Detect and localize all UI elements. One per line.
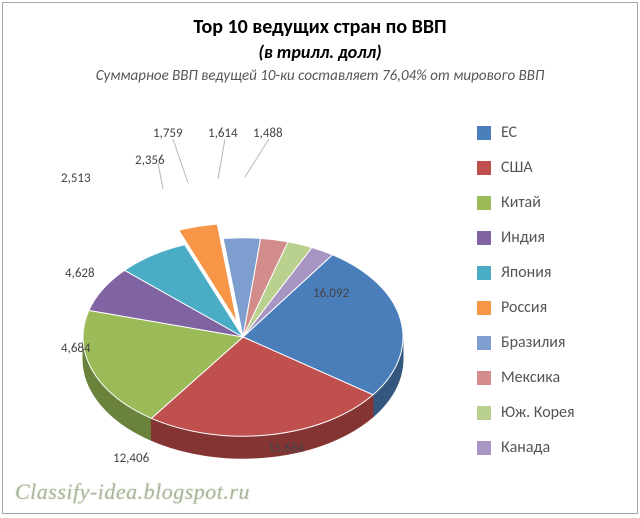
legend-label: Бразилия (501, 333, 565, 352)
chart-title-line1: Top 10 ведущих стран по ВВП (3, 15, 637, 39)
legend-label: ЕС (501, 123, 517, 142)
legend-item: Мексика (477, 368, 617, 387)
data-label: 1,759 (153, 126, 183, 141)
legend-swatch (477, 196, 491, 210)
legend-swatch (477, 301, 491, 315)
pie-chart-area: 16,092 15,684 12,406 4,684 4,628 2,513 2,356 1,… (13, 111, 443, 511)
legend-item: Россия (477, 298, 617, 317)
legend-item: Бразилия (477, 333, 617, 352)
legend-swatch (477, 161, 491, 175)
legend-label: Юж. Корея (501, 403, 575, 422)
legend-label: Канада (501, 438, 550, 457)
legend-item: Канада (477, 438, 617, 457)
data-label: 4,628 (65, 266, 95, 281)
data-label: 1,488 (253, 126, 283, 141)
legend: ЕС США Китай Индия Япония Россия Бразилия Мекси… (477, 123, 617, 473)
chart-frame: Top 10 ведущих стран по ВВП (в трилл. до… (2, 2, 638, 514)
data-label: 12,406 (113, 451, 149, 466)
titles-block: Top 10 ведущих стран по ВВП (в трилл. до… (3, 15, 637, 86)
legend-label: Китай (501, 193, 541, 212)
legend-item: Япония (477, 263, 617, 282)
data-label: 2,356 (135, 153, 165, 168)
legend-swatch (477, 371, 491, 385)
data-label: 1,614 (208, 126, 238, 141)
legend-label: Япония (501, 263, 551, 282)
legend-item: Юж. Корея (477, 403, 617, 422)
legend-swatch (477, 336, 491, 350)
legend-item: США (477, 158, 617, 177)
legend-label: Индия (501, 228, 545, 247)
chart-subtitle: Суммарное ВВП ведущей 10-ки составляет 7… (3, 67, 637, 86)
data-label: 2,513 (61, 171, 91, 186)
data-label: 4,684 (61, 341, 91, 356)
legend-item: ЕС (477, 123, 617, 142)
legend-swatch (477, 406, 491, 420)
legend-item: Индия (477, 228, 617, 247)
legend-item: Китай (477, 193, 617, 212)
data-label: 16,092 (313, 286, 349, 301)
legend-label: Россия (501, 298, 547, 317)
chart-title-line2: (в трилл. долл) (3, 41, 637, 63)
legend-swatch (477, 441, 491, 455)
legend-swatch (477, 231, 491, 245)
data-label: 15,684 (268, 441, 304, 456)
legend-label: США (501, 158, 533, 177)
legend-swatch (477, 266, 491, 280)
watermark-text: Classify-idea.blogspot.ru (15, 479, 250, 505)
legend-swatch (477, 126, 491, 140)
legend-label: Мексика (501, 368, 560, 387)
